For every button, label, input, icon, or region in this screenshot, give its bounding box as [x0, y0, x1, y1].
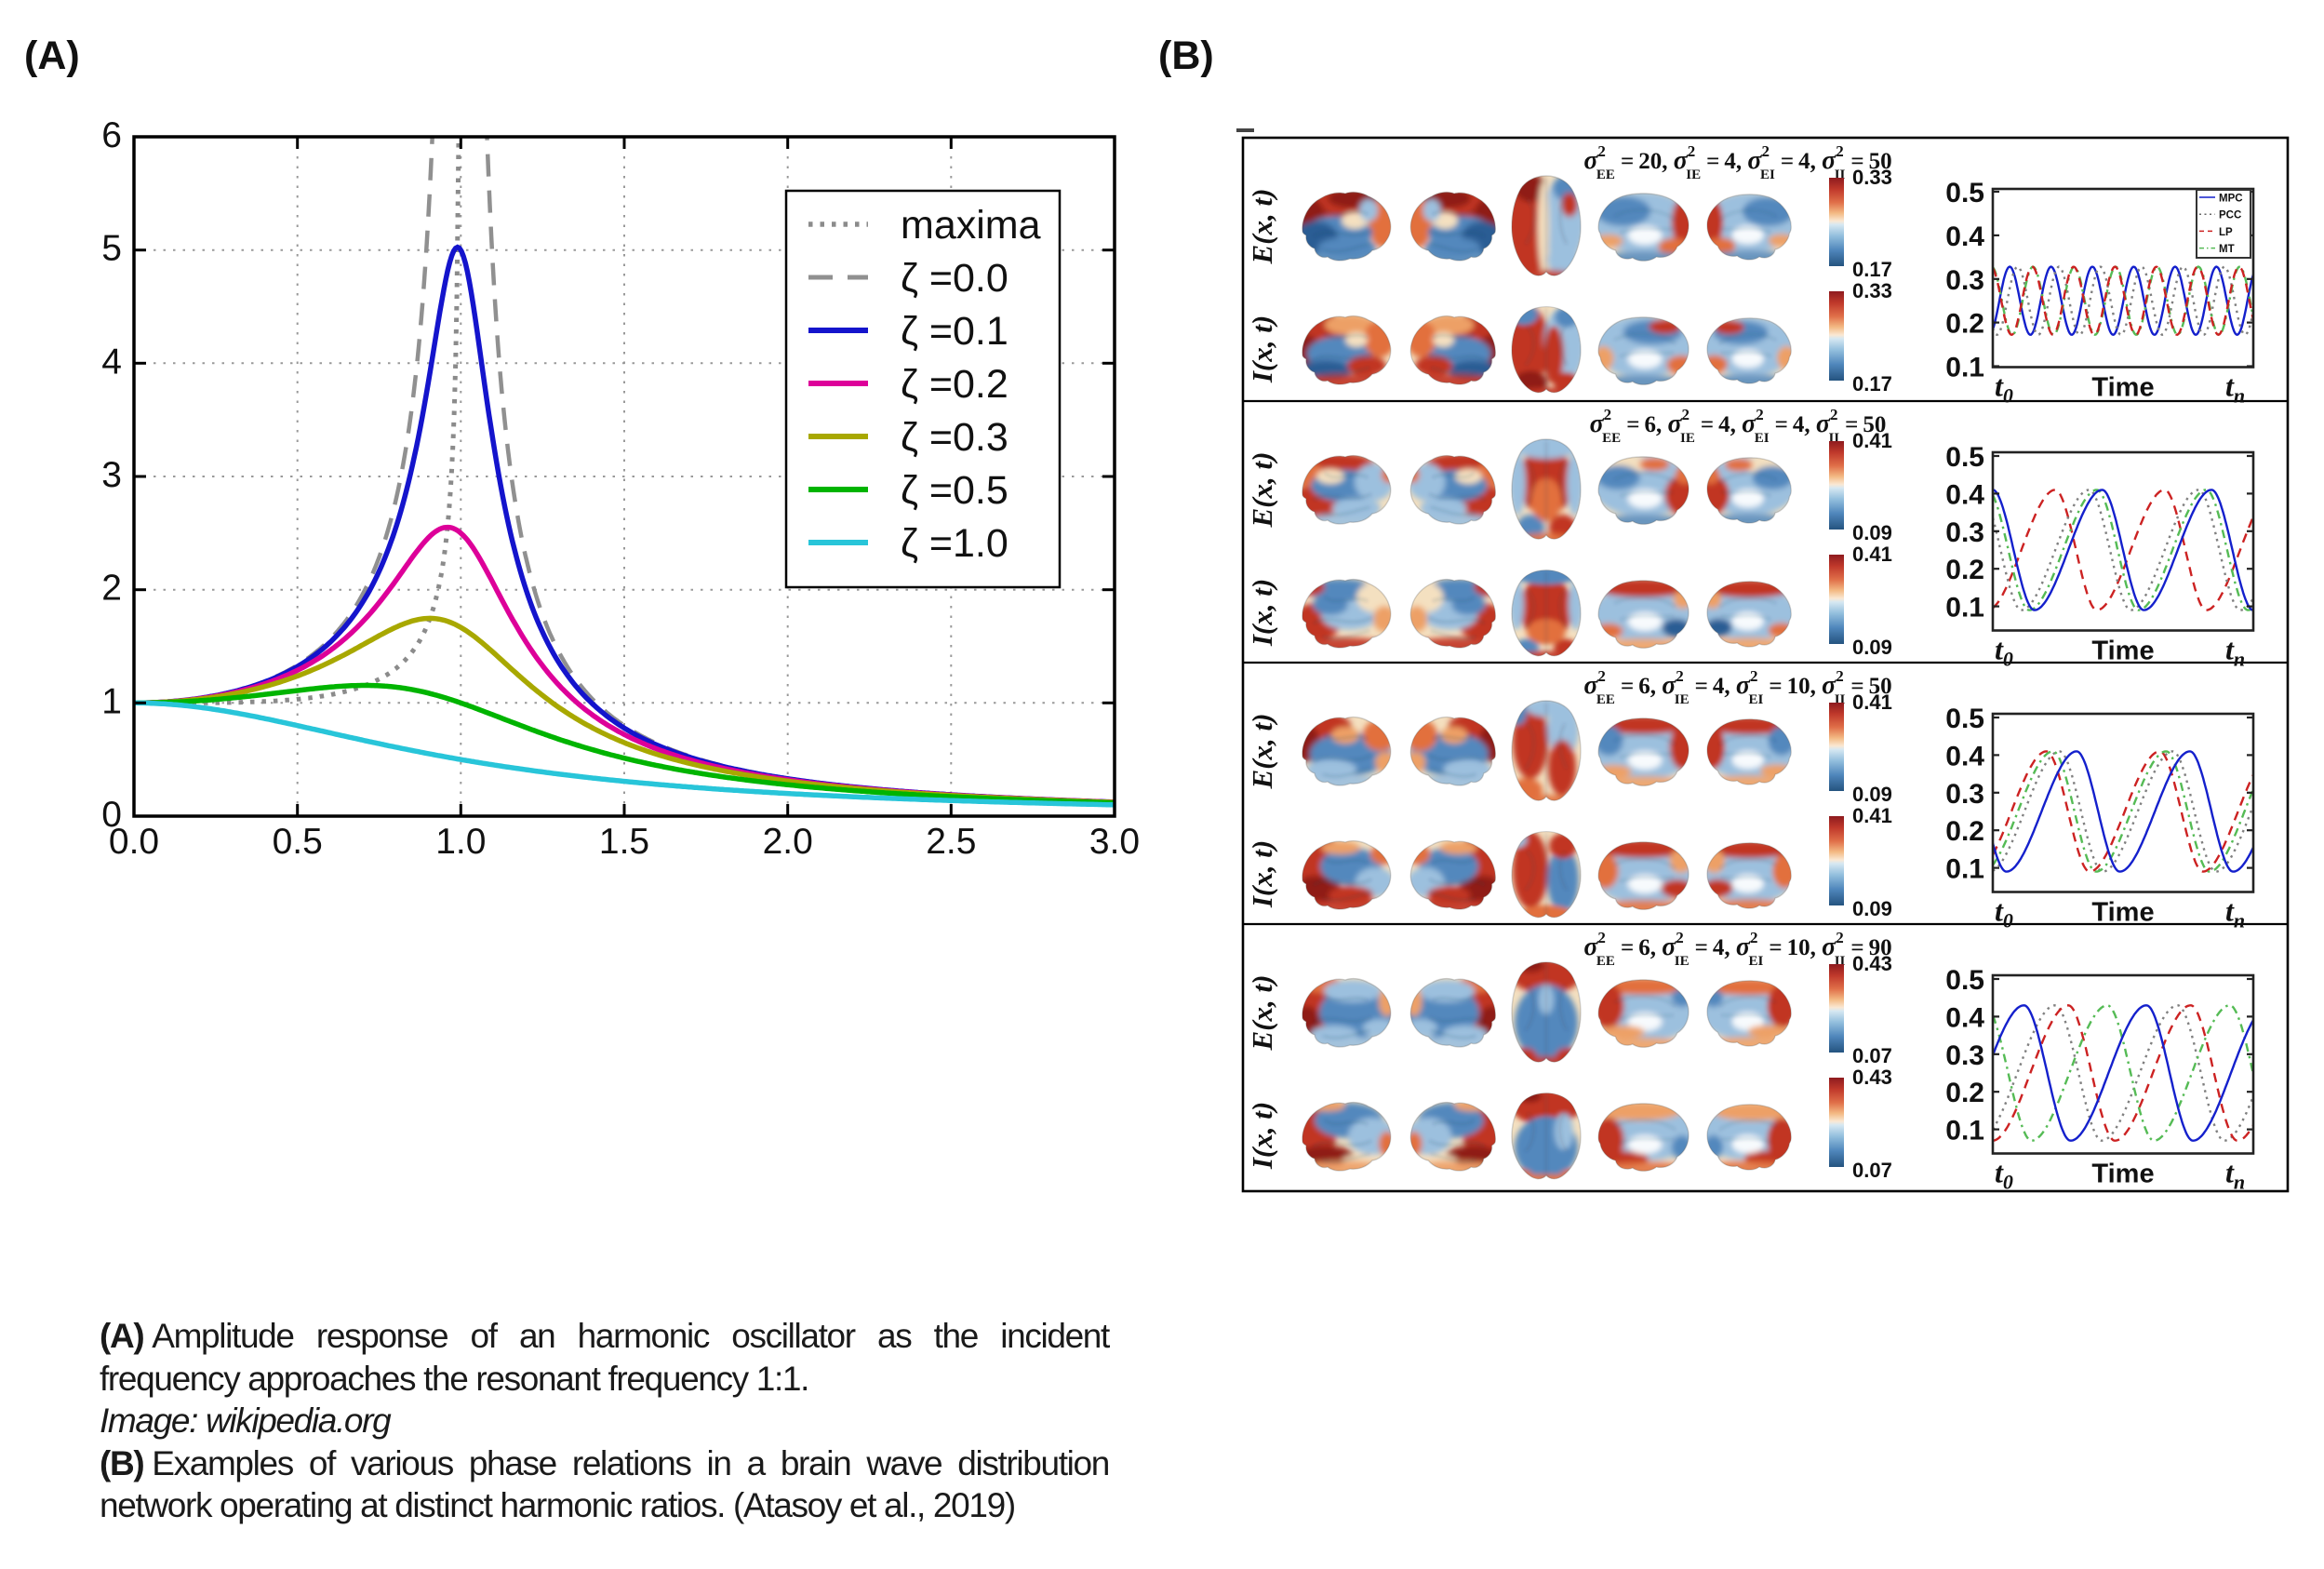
svg-text:ζ =1.0: ζ =1.0 [901, 521, 1008, 566]
svg-text:0.1: 0.1 [1945, 1116, 1984, 1147]
svg-text:0.43: 0.43 [1852, 1066, 1892, 1089]
svg-text:E(x, t): E(x, t) [1246, 452, 1278, 529]
svg-text:3.0: 3.0 [1089, 822, 1140, 862]
svg-text:0.09: 0.09 [1852, 783, 1892, 806]
svg-text:1.5: 1.5 [599, 822, 649, 862]
svg-text:0.1: 0.1 [1945, 353, 1984, 383]
svg-text:0.5: 0.5 [1945, 442, 1984, 473]
svg-text:0.43: 0.43 [1852, 952, 1892, 975]
svg-text:0.5: 0.5 [1945, 178, 1984, 208]
svg-text:0.09: 0.09 [1852, 636, 1892, 659]
svg-text:0.4: 0.4 [1945, 479, 1984, 510]
svg-text:0.09: 0.09 [1852, 897, 1892, 920]
svg-text:0.33: 0.33 [1852, 279, 1892, 302]
svg-text:0.41: 0.41 [1852, 691, 1892, 714]
svg-text:Time: Time [2091, 373, 2154, 403]
svg-text:MT: MT [2219, 244, 2235, 255]
svg-text:PCC: PCC [2219, 210, 2241, 221]
svg-text:I(x, t): I(x, t) [1246, 840, 1278, 908]
svg-text:0.5: 0.5 [1945, 965, 1984, 996]
svg-text:4: 4 [101, 342, 122, 382]
svg-text:0.4: 0.4 [1945, 1002, 1984, 1033]
svg-text:2.0: 2.0 [763, 822, 813, 862]
svg-text:0.33: 0.33 [1852, 166, 1892, 189]
svg-text:LP: LP [2219, 227, 2233, 238]
svg-text:I(x, t): I(x, t) [1246, 1102, 1278, 1170]
svg-text:0.41: 0.41 [1852, 543, 1892, 566]
svg-text:0.4: 0.4 [1945, 741, 1984, 771]
svg-text:0.3: 0.3 [1945, 1040, 1984, 1071]
svg-text:0.2: 0.2 [1945, 1078, 1984, 1108]
svg-text:0.1: 0.1 [1945, 593, 1984, 624]
svg-text:Time: Time [2091, 898, 2154, 928]
svg-text:2.5: 2.5 [926, 822, 976, 862]
svg-text:E(x, t): E(x, t) [1246, 189, 1278, 265]
svg-text:E(x, t): E(x, t) [1246, 714, 1278, 790]
svg-text:0.1: 0.1 [1945, 854, 1984, 885]
svg-text:0.5: 0.5 [1945, 704, 1984, 734]
svg-text:Time: Time [2091, 637, 2154, 666]
svg-text:Time: Time [2091, 1160, 2154, 1189]
svg-text:ζ =0.3: ζ =0.3 [901, 415, 1008, 460]
svg-text:maxima: maxima [901, 203, 1041, 248]
svg-text:ζ =0.5: ζ =0.5 [901, 468, 1008, 513]
svg-text:3: 3 [101, 455, 122, 495]
svg-text:5: 5 [101, 229, 122, 269]
svg-text:0.07: 0.07 [1852, 1044, 1892, 1067]
svg-text:0.4: 0.4 [1945, 221, 1984, 252]
svg-text:6: 6 [101, 115, 122, 155]
svg-text:0.41: 0.41 [1852, 804, 1892, 827]
svg-text:ζ =0.1: ζ =0.1 [901, 309, 1008, 354]
svg-text:0.2: 0.2 [1945, 309, 1984, 340]
svg-text:0: 0 [101, 795, 122, 835]
svg-text:0.3: 0.3 [1945, 779, 1984, 810]
svg-text:ζ =0.2: ζ =0.2 [901, 362, 1008, 407]
svg-text:0.2: 0.2 [1945, 555, 1984, 585]
svg-text:0.17: 0.17 [1852, 372, 1892, 396]
svg-text:1: 1 [101, 681, 122, 721]
svg-text:0.3: 0.3 [1945, 265, 1984, 296]
svg-text:MPC: MPC [2219, 194, 2243, 205]
svg-text:0.17: 0.17 [1852, 258, 1892, 281]
svg-text:E(x, t): E(x, t) [1246, 975, 1278, 1052]
svg-text:0.07: 0.07 [1852, 1159, 1892, 1182]
svg-text:0.09: 0.09 [1852, 521, 1892, 544]
svg-text:0.0: 0.0 [109, 822, 159, 862]
svg-text:0.2: 0.2 [1945, 816, 1984, 847]
svg-text:I(x, t): I(x, t) [1246, 315, 1278, 383]
svg-text:2: 2 [101, 569, 122, 609]
svg-text:0.41: 0.41 [1852, 429, 1892, 452]
svg-text:ζ =0.0: ζ =0.0 [901, 256, 1008, 301]
svg-text:0.5: 0.5 [273, 822, 323, 862]
svg-text:0.3: 0.3 [1945, 517, 1984, 548]
svg-text:1.0: 1.0 [435, 822, 486, 862]
svg-text:I(x, t): I(x, t) [1246, 579, 1278, 647]
